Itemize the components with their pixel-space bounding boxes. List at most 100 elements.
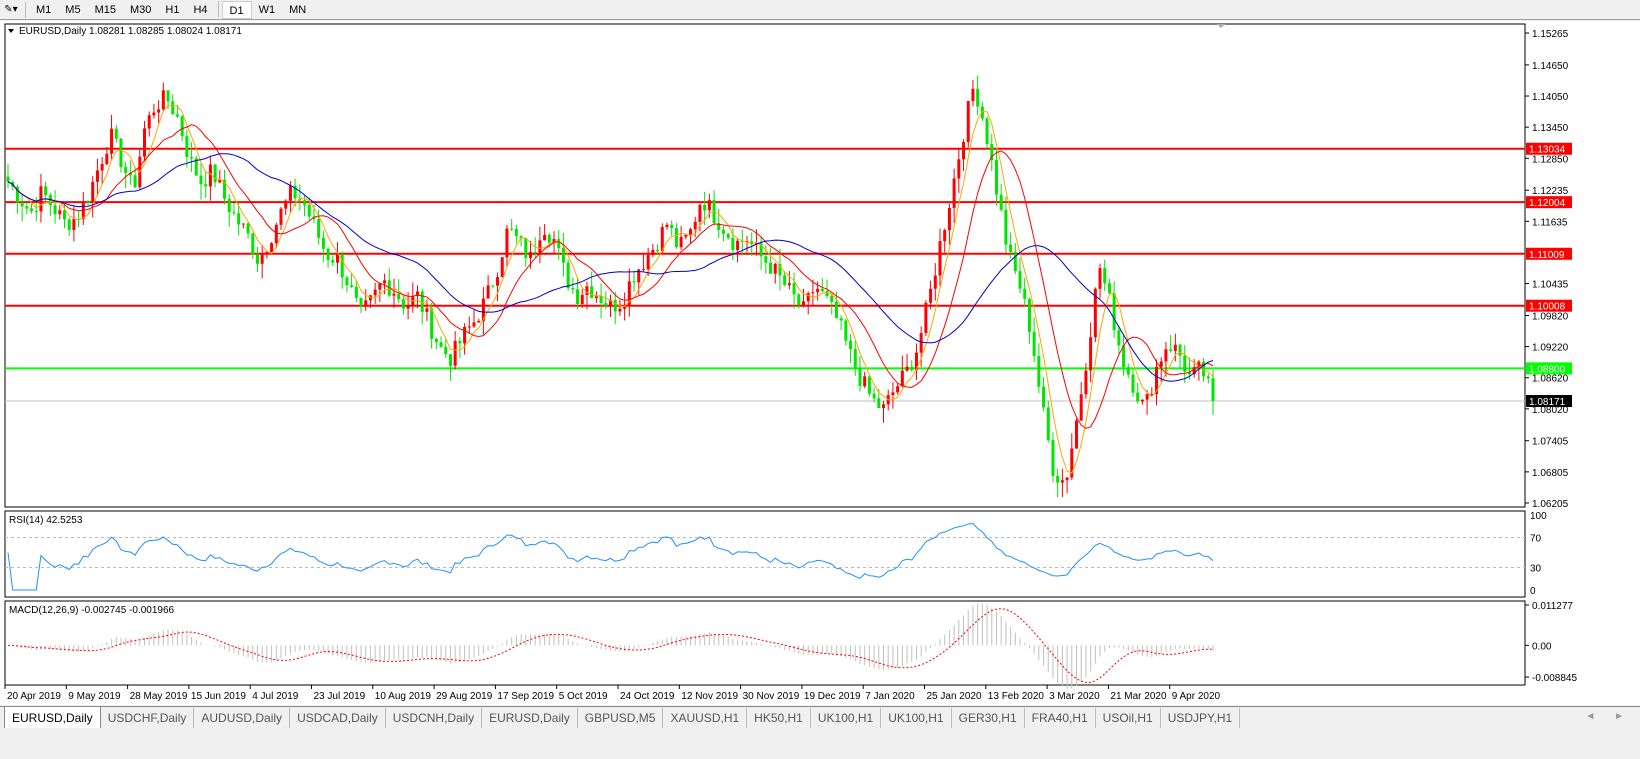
chart-tab[interactable]: HK50,H1 xyxy=(747,708,811,728)
timeframe-m30[interactable]: M30 xyxy=(129,3,152,16)
candle-body xyxy=(1084,370,1088,395)
macd-histogram xyxy=(12,603,1214,689)
candle-body xyxy=(274,224,278,244)
candle-body xyxy=(576,289,580,304)
candle xyxy=(1178,343,1182,370)
timeframe-w1[interactable]: W1 xyxy=(258,3,276,16)
chart-tab[interactable]: XAUUSD,H1 xyxy=(663,708,748,728)
candle-body xyxy=(806,293,810,302)
chart-tab[interactable]: EURUSD,Daily xyxy=(482,708,578,728)
chart-tab[interactable]: AUDUSD,Daily xyxy=(194,708,291,728)
candle xyxy=(171,94,175,115)
candle xyxy=(279,206,283,231)
chart-window[interactable]: 1.15265 1.14650 1.14050 1.13450 1.12850 1.122… xyxy=(0,21,1640,705)
candle xyxy=(943,228,947,253)
candle-body xyxy=(825,291,829,296)
chart-tab[interactable]: UK100,H1 xyxy=(881,708,952,728)
candle xyxy=(1042,376,1046,412)
candle-body xyxy=(1042,386,1046,408)
candle xyxy=(839,314,843,331)
candle-body xyxy=(1211,378,1215,402)
chart-tab[interactable]: GBPUSD,M5 xyxy=(578,708,664,728)
candle-body xyxy=(185,136,189,158)
candle xyxy=(401,294,405,315)
date-tick-label: 19 Dec 2019 xyxy=(804,691,861,702)
candle-body xyxy=(364,300,368,306)
candle-body xyxy=(1192,367,1196,375)
tab-scroll-arrows[interactable]: ◄ ► xyxy=(1585,711,1632,722)
candle xyxy=(270,241,274,255)
candle-body xyxy=(383,280,387,284)
candle-body xyxy=(924,302,928,333)
candle-body xyxy=(990,144,994,161)
candle xyxy=(1004,196,1008,253)
candle-body xyxy=(877,398,881,409)
chart-tab[interactable]: UK100,H1 xyxy=(811,708,882,728)
candle xyxy=(194,155,198,176)
chart-tab[interactable]: GER30,H1 xyxy=(952,708,1025,728)
chart-canvas[interactable]: 1.15265 1.14650 1.14050 1.13450 1.12850 1.122… xyxy=(0,21,1640,705)
candle-body xyxy=(1051,440,1055,476)
candle-body xyxy=(25,206,29,209)
candle xyxy=(1037,343,1041,394)
candle-body xyxy=(58,210,62,215)
candle-body xyxy=(759,243,763,257)
candle-body xyxy=(811,292,815,294)
date-tick-label: 20 Apr 2019 xyxy=(7,691,61,702)
candle xyxy=(1211,370,1215,416)
candle-body xyxy=(241,223,245,225)
price-tick-label: 1.07405 xyxy=(1532,437,1569,448)
candle xyxy=(491,285,495,289)
candle xyxy=(1065,476,1069,494)
timeframe-h1[interactable]: H1 xyxy=(165,3,180,16)
date-tick-label: 4 Jul 2019 xyxy=(252,691,299,702)
candle-body xyxy=(1136,392,1140,402)
chart-tab[interactable]: USDCHF,Daily xyxy=(101,708,195,728)
date-tick-label: 30 Nov 2019 xyxy=(743,691,800,702)
price-tick-label: 1.15265 xyxy=(1532,29,1569,40)
candle xyxy=(157,100,161,123)
candle xyxy=(905,353,909,372)
candle xyxy=(651,244,655,258)
candle xyxy=(1084,363,1088,399)
price-line-label-bg xyxy=(1526,247,1572,260)
candle xyxy=(900,355,904,388)
candle-body xyxy=(1126,367,1130,375)
chart-tab[interactable]: USDCNH,Daily xyxy=(386,708,483,728)
chart-tab[interactable]: FRA40,H1 xyxy=(1025,708,1096,728)
candle-body xyxy=(1173,344,1177,351)
candle xyxy=(100,157,104,184)
candle xyxy=(1150,387,1154,397)
candle xyxy=(6,164,10,189)
candle xyxy=(72,206,76,242)
chart-tab[interactable]: USDJPY,H1 xyxy=(1161,708,1241,728)
timeframe-h4[interactable]: H4 xyxy=(193,3,208,16)
timeframe-m1[interactable]: M1 xyxy=(36,3,52,16)
chart-tab[interactable]: USDCAD,Daily xyxy=(290,708,386,728)
candle xyxy=(787,270,791,290)
timeframe-m5[interactable]: M5 xyxy=(65,3,81,16)
candle-body xyxy=(500,257,504,278)
date-tick-label: 9 Apr 2020 xyxy=(1172,691,1221,702)
chart-tab[interactable]: EURUSD,Daily xyxy=(4,706,101,728)
candle xyxy=(618,300,622,317)
candle-body xyxy=(769,262,773,274)
timeframe-m15[interactable]: M15 xyxy=(94,3,116,16)
candle-body xyxy=(834,301,838,319)
timeframe-d1[interactable]: D1 xyxy=(221,0,252,19)
candle xyxy=(218,170,222,184)
candle-body xyxy=(350,285,354,287)
candle-body xyxy=(157,109,161,113)
chart-tab[interactable]: USOil,H1 xyxy=(1096,708,1161,728)
timeframe-mn[interactable]: MN xyxy=(289,3,307,16)
candle xyxy=(448,354,452,381)
candle xyxy=(924,300,928,336)
drawing-tools-icon[interactable]: ✎▾ xyxy=(4,4,18,15)
candle-body xyxy=(303,200,307,205)
candle xyxy=(119,137,123,173)
timeframe-toolbar: ✎▾ M1 M5 M15 M30 H1 H4 D1 W1 MN xyxy=(0,0,1640,20)
candle xyxy=(1164,341,1168,377)
candle-body xyxy=(44,186,48,196)
candle xyxy=(227,194,231,227)
candle-body xyxy=(166,90,170,102)
